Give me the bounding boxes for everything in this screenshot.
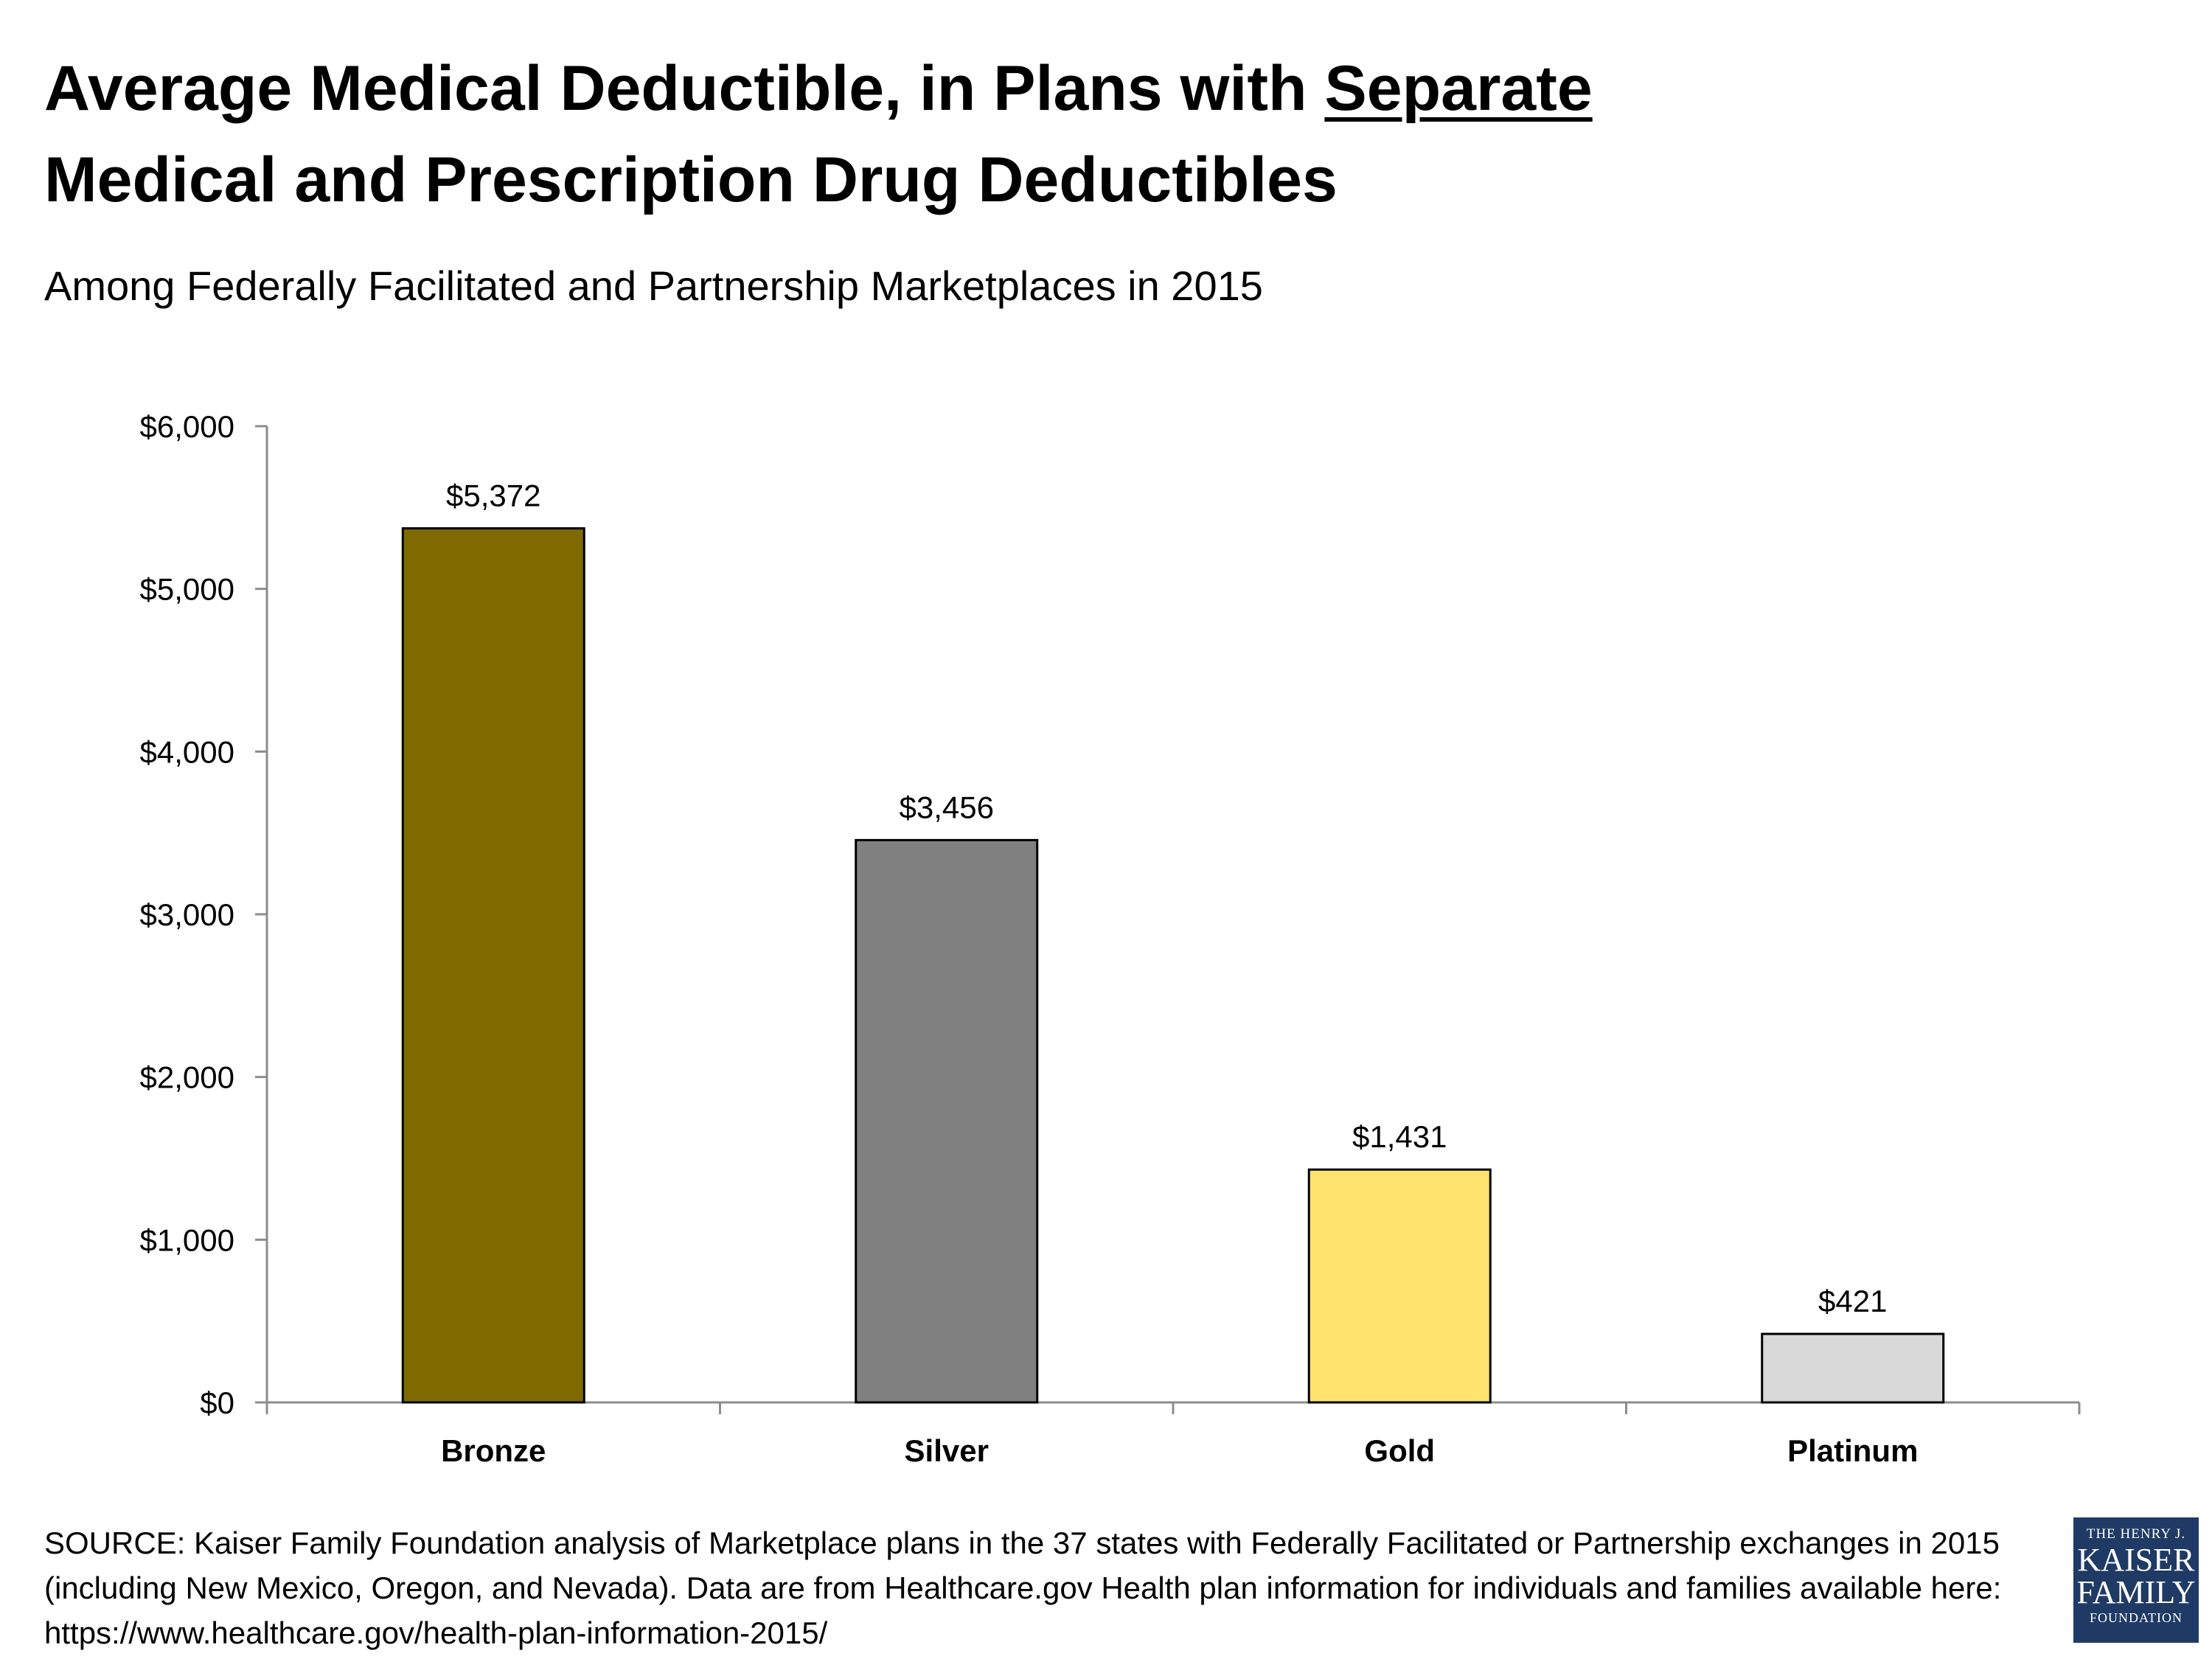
logo-line-2: KAISER [2077,1542,2195,1578]
logo-line-4: FOUNDATION [2090,1610,2183,1625]
y-tick-label: $0 [200,1385,234,1420]
y-tick-label: $6,000 [140,409,234,444]
y-tick-label: $2,000 [140,1060,234,1095]
y-tick-label: $1,000 [140,1222,234,1257]
bar-gold [1307,1168,1492,1404]
bar-chart: $0 $1,000 $2,000 $3,000 $4,000 $5,000 $6,000 $5… [140,409,2081,1468]
logo-line-3: FAMILY [2076,1574,2196,1610]
bar-silver [855,838,1039,1404]
chart-title: Average Medical Deductible, in Plans wit… [44,43,1888,226]
logo-line-1: THE HENRY J. [2086,1526,2186,1542]
source-note: SOURCE: Kaiser Family Foundation analysi… [44,1526,2002,1650]
x-tick-label: Gold [1364,1433,1435,1468]
chart-subtitle: Among Federally Facilitated and Partners… [44,262,1263,309]
x-tick-label: Bronze [441,1433,546,1468]
title-part-1: Average Medical Deductible, in Plans wit… [44,53,1325,124]
bar-bronze [401,527,585,1404]
bar-platinum [1761,1332,1945,1404]
data-label: $1,431 [1352,1119,1447,1154]
data-label: $3,456 [900,790,994,824]
data-label: $5,372 [446,479,540,513]
data-label: $421 [1818,1284,1887,1318]
x-tick-label: Platinum [1787,1433,1918,1468]
y-tick-label: $4,000 [140,734,234,769]
kff-logo: THE HENRY J. KAISER FAMILY FOUNDATION [2073,1517,2199,1643]
title-underlined-word: Separate [1324,53,1593,124]
title-part-2: Medical and Prescription Drug Deductible… [44,145,1338,215]
y-tick-label: $5,000 [140,572,234,607]
y-tick-label: $3,000 [140,897,234,932]
x-tick-label: Silver [905,1433,989,1468]
